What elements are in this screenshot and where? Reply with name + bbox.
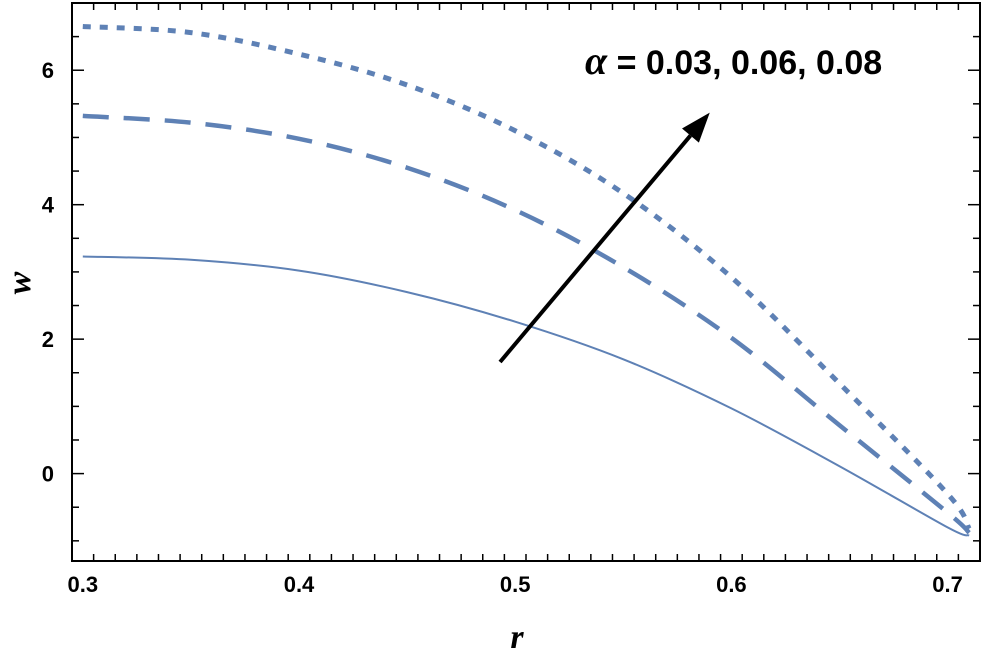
x-axis-label: r — [510, 619, 524, 653]
y-tick-label: 2 — [42, 327, 54, 352]
x-tick-labels: 0.3 0.4 0.5 0.6 0.7 — [68, 572, 963, 597]
y-tick-labels: 0 2 4 6 — [42, 58, 55, 486]
plot-frame — [71, 2, 981, 562]
y-tick-label: 0 — [42, 462, 54, 487]
x-tick-label: 0.4 — [284, 572, 315, 597]
y-tick-label: 4 — [42, 193, 55, 218]
x-tick-label: 0.6 — [716, 572, 747, 597]
axis-ticks — [71, 2, 981, 561]
y-tick-label: 6 — [42, 58, 54, 83]
annotation-label: α = 0.03, 0.06, 0.08 — [585, 38, 882, 83]
alpha-values: = 0.03, 0.06, 0.08 — [607, 44, 882, 82]
x-tick-label: 0.7 — [932, 572, 963, 597]
alpha-symbol: α — [585, 38, 608, 83]
series-line-dashed — [82, 113, 971, 535]
arrow-line — [498, 134, 692, 364]
annotation-arrow — [498, 112, 710, 364]
series-line-solid — [82, 255, 970, 537]
arrow-head — [682, 112, 710, 143]
x-tick-label: 0.3 — [68, 572, 99, 597]
x-tick-label: 0.5 — [500, 572, 531, 597]
series-lines — [82, 24, 972, 537]
y-axis-label: w — [1, 271, 38, 294]
series-line-dotted — [82, 24, 972, 531]
